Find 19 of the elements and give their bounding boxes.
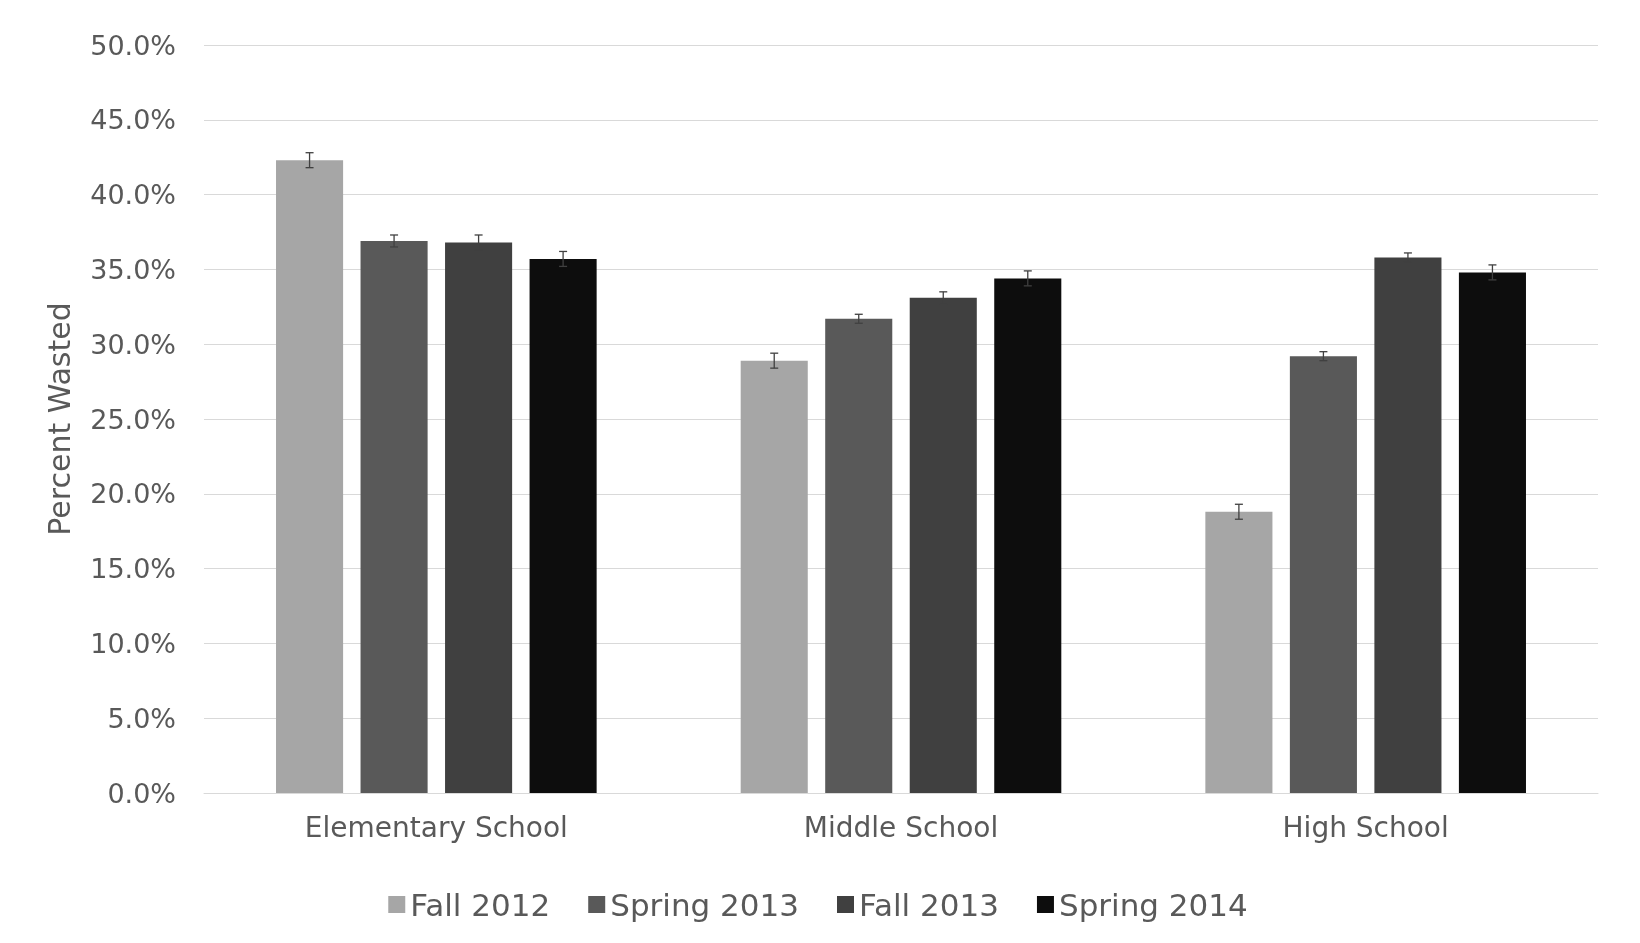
- x-tick-label: Middle School: [803, 810, 999, 844]
- legend-label: Spring 2014: [1058, 886, 1248, 923]
- y-tick-label: 0.0%: [107, 777, 176, 809]
- y-tick-label: 15.0%: [90, 553, 176, 585]
- y-axis-title: Percent Wasted: [41, 302, 77, 536]
- x-tick-label: Elementary School: [304, 810, 568, 844]
- y-tick-label: 30.0%: [90, 328, 176, 360]
- y-tick-label: 40.0%: [90, 179, 176, 211]
- y-tick-label: 50.0%: [90, 29, 176, 61]
- y-tick-label: 45.0%: [90, 104, 176, 136]
- legend-label: Fall 2012: [410, 886, 551, 923]
- y-tick-label: 25.0%: [90, 403, 176, 435]
- x-tick-label: High School: [1282, 810, 1449, 844]
- y-tick-label: 5.0%: [107, 702, 176, 734]
- legend-label: Spring 2013: [610, 886, 800, 923]
- legend-label: Fall 2013: [859, 886, 999, 923]
- y-tick-label: 20.0%: [90, 478, 176, 510]
- y-tick-label: 35.0%: [90, 253, 176, 285]
- y-tick-label: 10.0%: [90, 627, 176, 659]
